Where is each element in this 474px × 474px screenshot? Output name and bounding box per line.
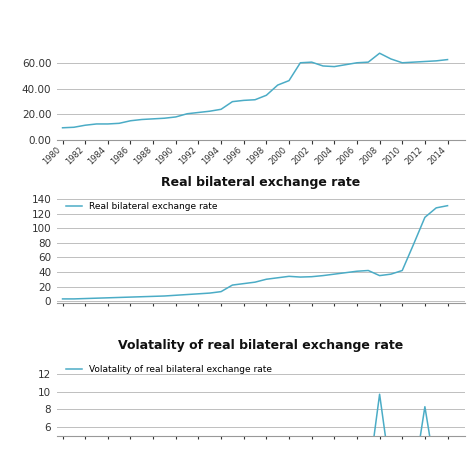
- Title: Volatality of real bilateral exchange rate: Volatality of real bilateral exchange ra…: [118, 339, 403, 352]
- Legend: Real bilateral exchange rate: Real bilateral exchange rate: [62, 198, 222, 216]
- Title: Real bilateral exchange rate: Real bilateral exchange rate: [161, 176, 360, 189]
- Legend: Volatality of real bilateral exchange rate: Volatality of real bilateral exchange ra…: [62, 360, 277, 379]
